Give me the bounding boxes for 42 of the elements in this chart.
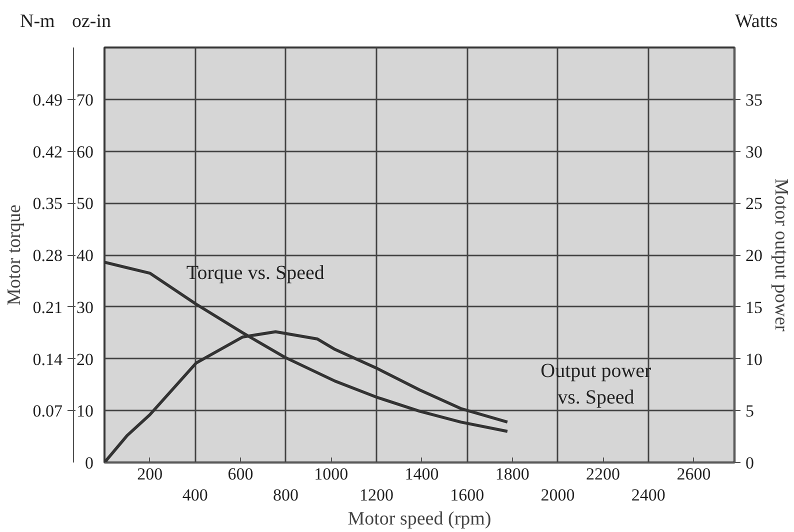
y2-tick-label: 30 — [746, 142, 762, 162]
y3-tick-label: 0.42 — [32, 142, 62, 162]
y-tick-label: 20 — [76, 350, 94, 369]
y2-tick-label: 15 — [746, 298, 762, 317]
y2-tick-label: 20 — [746, 246, 762, 265]
y2-tick-label: 0 — [746, 454, 754, 472]
y-tick-label: 50 — [76, 194, 94, 214]
y-tick-label: 0 — [85, 454, 94, 472]
y2-tick-label: 25 — [746, 194, 762, 214]
x-tick-label: 2200 — [586, 464, 620, 484]
y3-tick-label: 0.49 — [32, 90, 62, 110]
y-tick-label: 30 — [76, 298, 94, 317]
y-tick-label: 60 — [76, 142, 94, 162]
y3-tick-label: 0.35 — [32, 194, 62, 214]
y3-tick-label: 0.21 — [32, 298, 62, 317]
y3-tick-label: 0.07 — [32, 402, 63, 421]
x2-tick-label: 2400 — [631, 486, 666, 504]
y3-tick-label: 0.28 — [32, 246, 62, 265]
y-tick-label: 70 — [76, 90, 94, 110]
y-tick-label: 10 — [76, 402, 94, 421]
x-tick-label: 600 — [228, 464, 254, 484]
x-tick-label: 1400 — [404, 464, 439, 484]
y2-tick-label: 10 — [746, 350, 762, 369]
x-tick-label: 1000 — [314, 464, 348, 484]
x-tick-label: 2600 — [676, 464, 711, 484]
x2-tick-label: 800 — [273, 486, 299, 504]
y-axis-title: Motor torque — [4, 204, 25, 306]
y3-tick-label: 0.14 — [32, 350, 63, 369]
y2-tick-label: 5 — [746, 402, 754, 421]
y2-tick-label: 35 — [746, 90, 762, 110]
y-tick-label: 40 — [76, 246, 94, 265]
y2-axis-title: Motor output power — [770, 178, 792, 332]
x2-tick-label: 2000 — [540, 486, 575, 504]
x-tick-label: 1800 — [495, 464, 530, 484]
x-axis-title: Motor speed (rpm) — [348, 508, 492, 530]
text: N-m — [20, 10, 55, 34]
text: oz-in — [72, 10, 112, 34]
x2-tick-label: 400 — [182, 486, 208, 504]
x-tick-label: 200 — [137, 464, 163, 484]
text: Watts — [735, 10, 778, 34]
x2-tick-label: 1200 — [359, 486, 394, 504]
x2-tick-label: 1600 — [450, 486, 484, 504]
